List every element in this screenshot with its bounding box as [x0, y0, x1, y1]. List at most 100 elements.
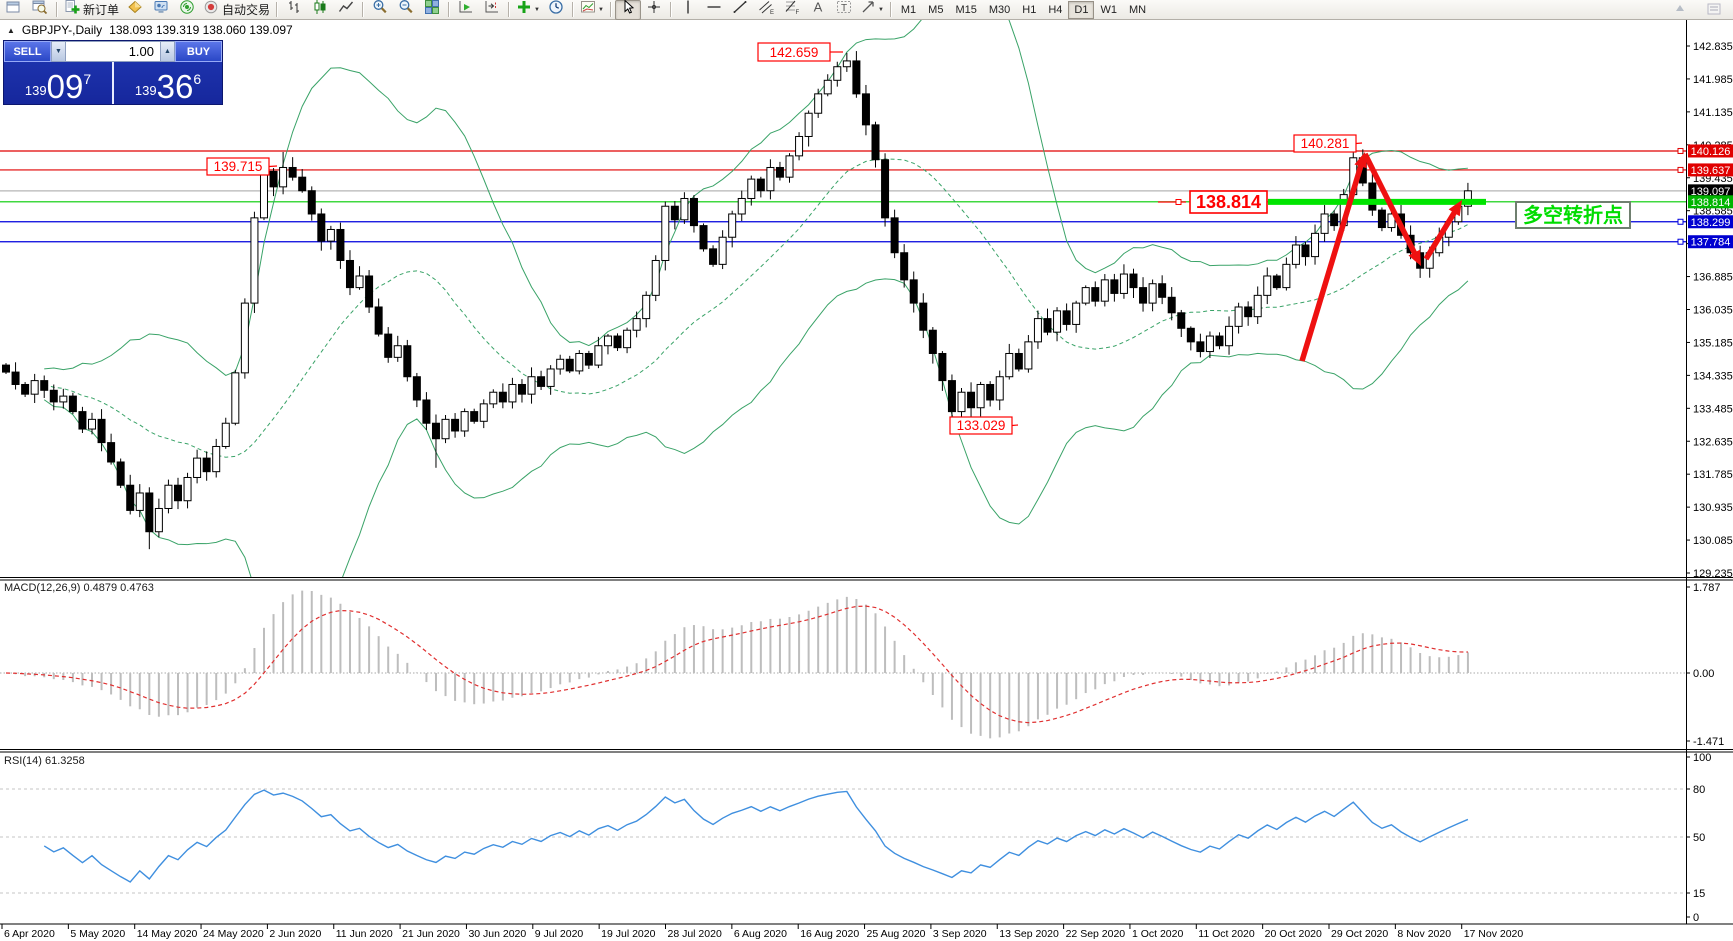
- clock-button[interactable]: [543, 0, 569, 20]
- new-order-button[interactable]: 新订单: [61, 0, 122, 20]
- volume-decrease-button[interactable]: ▼: [51, 41, 66, 62]
- text-button[interactable]: A: [805, 0, 831, 20]
- timeframe-mn-button[interactable]: MN: [1128, 3, 1147, 16]
- annotation-handle[interactable]: [1175, 199, 1182, 205]
- ohlc-bars-icon: [286, 0, 302, 20]
- candle-body: [1463, 190, 1472, 207]
- buy-button[interactable]: BUY: [175, 41, 222, 62]
- buy-price[interactable]: 139 36 6: [114, 62, 222, 104]
- candle-body: [326, 228, 335, 242]
- horizontal-line-button[interactable]: [701, 0, 727, 20]
- candle-body: [78, 411, 87, 430]
- scroll-up-button[interactable]: [1667, 1, 1693, 21]
- candle-body: [900, 252, 909, 281]
- window-button[interactable]: [1, 0, 27, 20]
- candle-body: [1119, 273, 1128, 294]
- time-axis-label: 5 May 2020: [70, 928, 125, 940]
- timeframe-d1-button[interactable]: D1: [1068, 0, 1095, 19]
- sell-price[interactable]: 139 09 7: [4, 62, 112, 104]
- time-axis-label: 16 Aug 2020: [800, 928, 859, 940]
- price-axis-label: 133.485: [1693, 403, 1733, 415]
- candle-body: [517, 383, 526, 395]
- chart-shift-button[interactable]: [479, 0, 505, 20]
- timeframe-m30-button[interactable]: M30: [988, 3, 1011, 16]
- zoom-in-button[interactable]: [367, 0, 393, 20]
- candle-body: [642, 294, 651, 320]
- channel-button[interactable]: E: [753, 0, 779, 20]
- price-tag-text: 139.097: [1691, 186, 1731, 198]
- candle-body: [1225, 325, 1234, 347]
- time-axis-label: 14 May 2020: [137, 928, 198, 940]
- trendline-button[interactable]: [727, 0, 753, 20]
- volume-input[interactable]: 1.00: [66, 41, 160, 62]
- gold-button[interactable]: [122, 0, 148, 20]
- gold-icon: [127, 0, 143, 20]
- hline-handle[interactable]: [1677, 166, 1684, 173]
- preview-button[interactable]: [27, 0, 53, 20]
- timeframe-m5-button[interactable]: M5: [928, 3, 944, 16]
- time-axis-label: 3 Sep 2020: [933, 928, 987, 940]
- crosshair-button[interactable]: [641, 0, 667, 20]
- candle-body: [1244, 306, 1253, 318]
- candle-body: [919, 302, 928, 331]
- candle-body: [823, 79, 832, 95]
- line-chart-button[interactable]: [333, 0, 359, 20]
- vertical-line-button[interactable]: [675, 0, 701, 20]
- collapse-panel-icon[interactable]: ▲: [7, 25, 15, 35]
- fibonacci-button[interactable]: F: [779, 0, 805, 20]
- autotrading-button[interactable]: 自动交易: [200, 0, 273, 20]
- list-button[interactable]: [1701, 1, 1727, 21]
- horizontal-line-icon: [706, 0, 722, 20]
- note-box[interactable]: [1515, 201, 1631, 229]
- hline-handle[interactable]: [1677, 238, 1684, 245]
- candle-body: [995, 376, 1004, 401]
- candle-body: [976, 383, 985, 409]
- candle-body: [1205, 335, 1214, 353]
- timeframe-w1-button[interactable]: W1: [1100, 3, 1117, 16]
- price-annotation-box[interactable]: [1189, 190, 1268, 214]
- candle-body: [881, 159, 890, 219]
- time-axis-label: 20 Oct 2020: [1265, 928, 1322, 940]
- chart-profile-button[interactable]: ▼: [577, 0, 607, 20]
- shapes-button[interactable]: ▼: [857, 0, 887, 20]
- buy-price-big: 36: [156, 67, 194, 105]
- ohlc-bars-button[interactable]: [281, 0, 307, 20]
- signal-button[interactable]: [174, 0, 200, 20]
- tile-windows-button[interactable]: [419, 0, 445, 20]
- trend-arrow-3[interactable]: [1423, 206, 1460, 261]
- candle-body: [193, 457, 202, 478]
- cursor-button[interactable]: [614, 0, 641, 20]
- chevron-down-icon[interactable]: ▼: [597, 6, 604, 13]
- rsi-axis-label: 0: [1693, 912, 1699, 924]
- candle-body: [1177, 312, 1186, 329]
- candle-body: [1014, 352, 1023, 370]
- text-label-button[interactable]: T: [831, 0, 857, 20]
- candle-body: [288, 166, 297, 178]
- sell-button[interactable]: SELL: [4, 41, 51, 62]
- text-icon: A: [810, 0, 826, 20]
- terminal-button[interactable]: [148, 0, 174, 20]
- candle-body: [938, 352, 947, 382]
- chevron-down-icon[interactable]: ▼: [534, 6, 540, 13]
- volume-increase-button[interactable]: ▲: [160, 41, 175, 62]
- candle-body: [470, 411, 479, 422]
- timeframe-m15-button[interactable]: M15: [955, 3, 977, 16]
- candle-body: [1272, 275, 1281, 289]
- toolbar-separator: [889, 2, 892, 17]
- candle-body: [689, 197, 698, 227]
- add-indicator-button[interactable]: ▼: [513, 0, 543, 20]
- trend-arrow-1[interactable]: [1299, 159, 1366, 362]
- chevron-down-icon[interactable]: ▼: [877, 6, 884, 13]
- timeframe-h1-button[interactable]: H1: [1022, 3, 1037, 16]
- trend-arrow-2[interactable]: [1362, 152, 1420, 260]
- zoom-out-button[interactable]: [393, 0, 419, 20]
- candlestick-button[interactable]: [307, 0, 333, 20]
- hline-handle[interactable]: [1677, 218, 1684, 225]
- candle-body: [1282, 263, 1291, 289]
- timeframe-m1-button[interactable]: M1: [900, 3, 917, 16]
- auto-scroll-button[interactable]: [453, 0, 479, 20]
- timeframe-h4-button[interactable]: H4: [1048, 3, 1063, 16]
- hline-handle[interactable]: [1677, 147, 1684, 154]
- price-axis-label: 141.985: [1693, 74, 1733, 86]
